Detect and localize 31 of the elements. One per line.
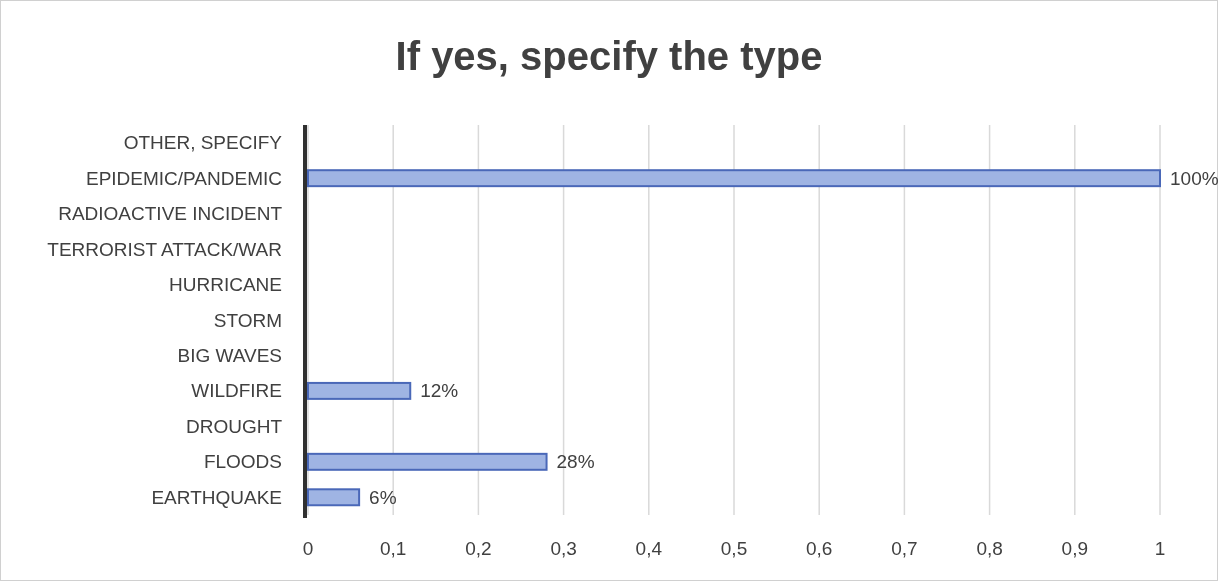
bar	[307, 488, 361, 507]
x-tick-label: 0,2	[465, 537, 492, 559]
y-tick-label: FLOODS	[203, 451, 282, 473]
x-tick-label: 0,8	[976, 537, 1003, 559]
x-tick-label: 0	[302, 537, 314, 559]
bar	[307, 381, 412, 400]
y-tick-label: STORM	[213, 309, 282, 331]
bar	[307, 169, 1161, 188]
y-tick-label: DROUGHT	[185, 415, 283, 437]
bar	[307, 452, 548, 471]
y-tick-label: EARTHQUAKE	[151, 486, 282, 508]
x-tick-label: 0,5	[720, 537, 748, 559]
y-tick-label: BIG WAVES	[177, 344, 282, 366]
chart-title: If yes, specify the type	[395, 34, 823, 78]
y-tick-label: WILDFIRE	[191, 380, 282, 402]
x-tick-label: 0,1	[379, 537, 407, 559]
x-tick-label: 1	[1154, 537, 1166, 559]
y-tick-label: TERRORIST ATTACK/WAR	[47, 238, 282, 260]
data-label: 28%	[556, 451, 595, 473]
y-tick-label: EPIDEMIC/PANDEMIC	[85, 167, 282, 189]
x-tick-label: 0,7	[891, 537, 918, 559]
x-tick-label: 0,4	[635, 537, 663, 559]
data-label: 100%	[1170, 167, 1218, 189]
data-label: 6%	[369, 486, 397, 508]
data-label: 12%	[420, 380, 459, 402]
y-tick-label: RADIOACTIVE INCIDENT	[58, 203, 283, 225]
x-tick-label: 0,3	[550, 537, 577, 559]
x-tick-label: 0,6	[805, 537, 833, 559]
y-tick-label: OTHER, SPECIFY	[123, 132, 283, 154]
x-tick-label: 0,9	[1061, 537, 1089, 559]
y-tick-label: HURRICANE	[169, 274, 282, 296]
